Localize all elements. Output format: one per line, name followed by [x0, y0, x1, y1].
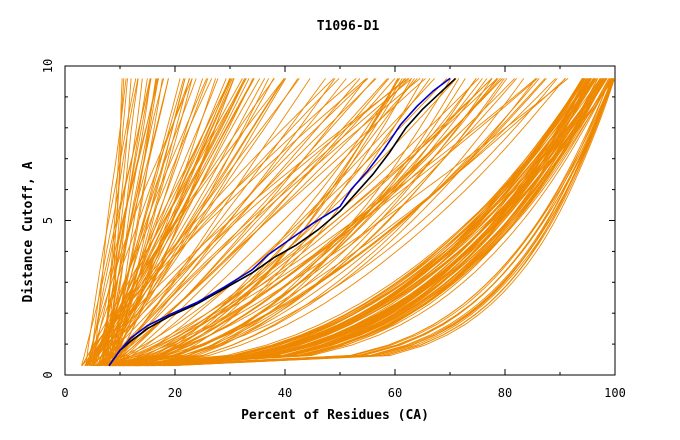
model-curve-medium-128 [109, 78, 503, 367]
model-curve-steep-64 [90, 78, 300, 366]
model-curve-steep-72 [103, 78, 233, 366]
x-tick-label-40: 40 [278, 386, 292, 400]
model-curve-medium-117 [112, 78, 477, 367]
model-curve-steep-70 [95, 78, 148, 366]
model-curve-steep-1 [85, 78, 137, 366]
model-curve-steep-63 [108, 78, 132, 366]
model-curve-steep-89 [111, 78, 123, 366]
model-curve-shallow-191 [122, 78, 596, 367]
model-curve-medium-95 [129, 78, 488, 367]
model-curve-shallow-188 [109, 78, 610, 367]
model-curve-medium-131 [94, 78, 498, 367]
model-curve-steep-82 [111, 78, 336, 367]
model-curve-steep-79 [106, 78, 235, 366]
model-curve-steep-27 [107, 78, 376, 367]
model-curve-shallow-203 [129, 78, 583, 367]
y-tick-label-5: 5 [41, 217, 55, 224]
model-curve-steep-83 [113, 78, 390, 367]
y-tick-label-10: 10 [41, 59, 55, 73]
model-curve-steep-14 [108, 78, 286, 366]
model-curve-medium-105 [97, 78, 448, 367]
model-curve-steep-66 [91, 78, 158, 366]
model-curve-medium-120 [139, 78, 540, 367]
x-tick-label-80: 80 [498, 386, 512, 400]
chart-title: T1096-D1 [317, 19, 380, 34]
model-curve-medium-115 [112, 78, 492, 367]
model-curve-medium-133 [144, 78, 493, 367]
model-curve-steep-53 [94, 78, 213, 366]
model-curve-steep-46 [111, 78, 413, 366]
model-curve-shallow-204 [135, 78, 596, 367]
model-curve-medium-126 [97, 78, 558, 367]
model-curve-flat-215 [153, 78, 614, 367]
model-curve-steep-86 [89, 78, 357, 366]
model-curve-steep-5 [95, 78, 347, 367]
model-curve-medium-97 [115, 78, 508, 367]
model-curve-steep-88 [91, 78, 231, 366]
model-curve-shallow-187 [126, 78, 590, 367]
model-curve-steep-81 [90, 78, 255, 366]
model-curve-shallow-190 [139, 78, 612, 367]
model-curve-steep-51 [101, 78, 152, 366]
model-curve-steep-73 [113, 78, 185, 366]
model-curve-shallow-189 [137, 78, 613, 367]
model-curve-medium-130 [137, 78, 567, 367]
model-curve-medium-124 [92, 78, 517, 367]
model-curve-shallow-184 [113, 78, 602, 367]
model-curve-medium-134 [124, 78, 499, 367]
model-curve-medium-112 [120, 78, 435, 367]
model-curve-medium-125 [135, 78, 401, 367]
x-tick-label-60: 60 [388, 386, 402, 400]
highlight-layer [108, 77, 457, 367]
model-curve-shallow-202 [131, 78, 591, 367]
x-axis-label: Percent of Residues (CA) [241, 408, 429, 423]
model-curve-shallow-168 [130, 78, 591, 367]
model-curve-steep-84 [112, 78, 186, 366]
model-curve-flat-219 [153, 78, 614, 367]
model-curve-steep-80 [101, 78, 266, 366]
model-curve-steep-31 [87, 78, 193, 366]
highlight-curve-1 [108, 77, 451, 367]
model-curve-shallow-195 [120, 78, 607, 367]
x-tick-label-20: 20 [168, 386, 182, 400]
y-axis-label: Distance Cutoff, A [21, 161, 36, 302]
ticks-layer: 0 20 40 60 80 100 0 5 10 [41, 59, 626, 400]
model-curve-steep-7 [111, 78, 326, 366]
model-curve-steep-71 [104, 78, 165, 366]
model-curve-steep-60 [113, 78, 418, 367]
model-curve-steep-17 [112, 78, 311, 366]
model-curve-flat-206 [169, 78, 616, 367]
model-curve-steep-78 [81, 78, 247, 366]
model-curve-shallow-196 [139, 78, 612, 367]
model-curve-shallow-182 [120, 78, 586, 367]
x-tick-label-100: 100 [604, 386, 626, 400]
model-curve-medium-106 [106, 78, 457, 367]
model-curve-medium-102 [110, 78, 483, 367]
model-curve-steep-58 [104, 78, 369, 366]
x-tick-label-0: 0 [61, 386, 68, 400]
model-curve-shallow-171 [146, 78, 605, 367]
model-curve-flat-211 [146, 78, 611, 367]
model-curve-shallow-197 [113, 78, 592, 367]
model-curve-steep-74 [98, 78, 299, 366]
y-tick-label-0: 0 [41, 371, 55, 378]
model-curve-steep-87 [89, 78, 139, 366]
model-curve-steep-43 [106, 78, 250, 366]
model-curve-medium-132 [136, 78, 412, 367]
model-curve-medium-109 [137, 78, 525, 367]
model-curve-shallow-200 [118, 78, 588, 367]
model-curve-flat-213 [167, 78, 615, 367]
model-curve-medium-107 [105, 78, 400, 367]
model-curve-steep-29 [92, 78, 377, 367]
model-curve-medium-114 [136, 78, 537, 367]
model-curve-shallow-198 [133, 78, 605, 367]
model-curve-steep-85 [96, 78, 181, 366]
highlight-curve-0 [108, 77, 457, 367]
model-curve-shallow-194 [129, 78, 614, 367]
model-curve-medium-104 [139, 78, 566, 367]
series-layer [81, 78, 616, 367]
model-curve-medium-110 [108, 78, 546, 367]
model-curve-flat-218 [150, 78, 611, 367]
